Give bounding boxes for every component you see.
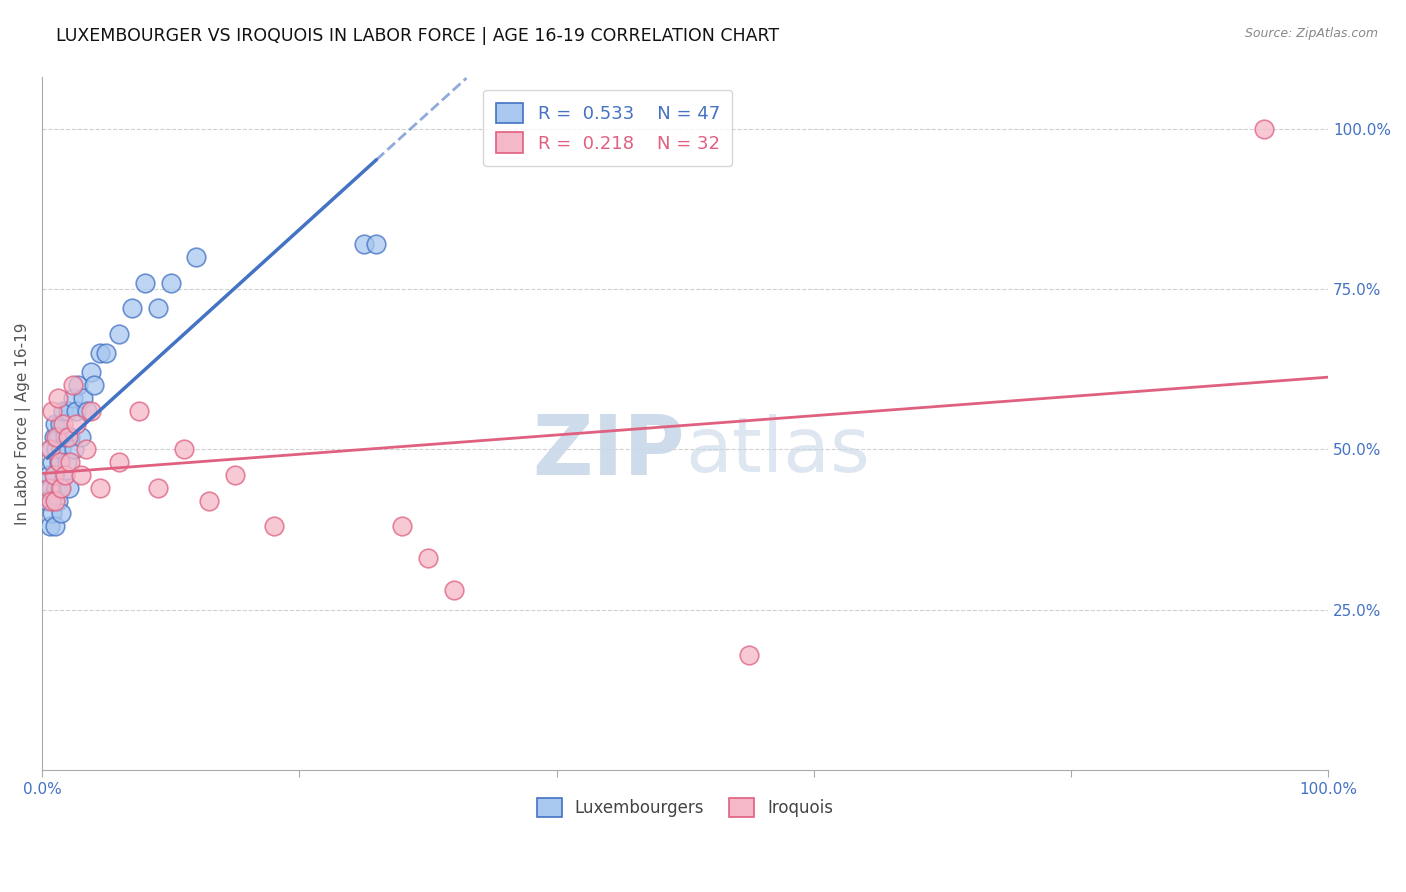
Text: atlas: atlas — [685, 415, 870, 489]
Point — [128, 404, 150, 418]
Point — [80, 366, 103, 380]
Point — [121, 301, 143, 316]
Point — [75, 442, 97, 457]
Point — [39, 481, 62, 495]
Point — [44, 493, 66, 508]
Point — [198, 493, 221, 508]
Point — [1253, 121, 1275, 136]
Point — [42, 429, 65, 443]
Point — [224, 468, 246, 483]
Point — [108, 326, 131, 341]
Point — [41, 455, 63, 469]
Point — [55, 455, 77, 469]
Point — [186, 250, 208, 264]
Point — [51, 507, 73, 521]
Point — [173, 442, 195, 457]
Point — [48, 455, 70, 469]
Point — [44, 417, 66, 431]
Point — [38, 519, 60, 533]
Point — [738, 648, 761, 662]
Point — [53, 468, 76, 483]
Point — [42, 487, 65, 501]
Point — [39, 493, 62, 508]
Point — [56, 429, 79, 443]
Text: LUXEMBOURGER VS IROQUOIS IN LABOR FORCE | AGE 16-19 CORRELATION CHART: LUXEMBOURGER VS IROQUOIS IN LABOR FORCE … — [56, 27, 779, 45]
Point — [42, 468, 65, 483]
Point — [83, 378, 105, 392]
Point — [89, 346, 111, 360]
Point — [69, 468, 91, 483]
Point — [38, 481, 60, 495]
Point — [443, 583, 465, 598]
Point — [146, 481, 169, 495]
Point — [96, 346, 118, 360]
Point — [37, 493, 59, 508]
Point — [53, 429, 76, 443]
Point — [146, 301, 169, 316]
Point — [45, 481, 67, 495]
Point — [134, 276, 156, 290]
Point — [63, 442, 86, 457]
Point — [391, 519, 413, 533]
Point — [108, 455, 131, 469]
Point — [263, 519, 285, 533]
Point — [53, 468, 76, 483]
Point — [44, 519, 66, 533]
Point — [38, 468, 60, 483]
Point — [56, 404, 79, 418]
Point — [58, 481, 80, 495]
Point — [46, 429, 69, 443]
Point — [49, 417, 72, 431]
Point — [59, 429, 82, 443]
Point — [49, 455, 72, 469]
Point — [80, 404, 103, 418]
Point — [366, 237, 388, 252]
Point — [62, 378, 84, 392]
Point — [51, 481, 73, 495]
Point — [52, 417, 75, 431]
Point — [62, 391, 84, 405]
Point — [45, 429, 67, 443]
Point — [65, 417, 87, 431]
Point — [44, 468, 66, 483]
Point — [159, 276, 181, 290]
Point — [69, 429, 91, 443]
Point — [67, 378, 90, 392]
Point — [46, 391, 69, 405]
Point — [416, 551, 439, 566]
Point — [72, 391, 94, 405]
Text: ZIP: ZIP — [533, 411, 685, 491]
Point — [353, 237, 375, 252]
Point — [59, 455, 82, 469]
Point — [65, 404, 87, 418]
Text: Source: ZipAtlas.com: Source: ZipAtlas.com — [1244, 27, 1378, 40]
Point — [38, 442, 60, 457]
Point — [46, 493, 69, 508]
Point — [41, 404, 63, 418]
Point — [41, 507, 63, 521]
Point — [49, 481, 72, 495]
Legend: Luxembourgers, Iroquois: Luxembourgers, Iroquois — [530, 791, 841, 824]
Point — [39, 442, 62, 457]
Point — [89, 481, 111, 495]
Point — [76, 404, 98, 418]
Point — [45, 442, 67, 457]
Y-axis label: In Labor Force | Age 16-19: In Labor Force | Age 16-19 — [15, 323, 31, 525]
Point — [51, 442, 73, 457]
Point — [52, 404, 75, 418]
